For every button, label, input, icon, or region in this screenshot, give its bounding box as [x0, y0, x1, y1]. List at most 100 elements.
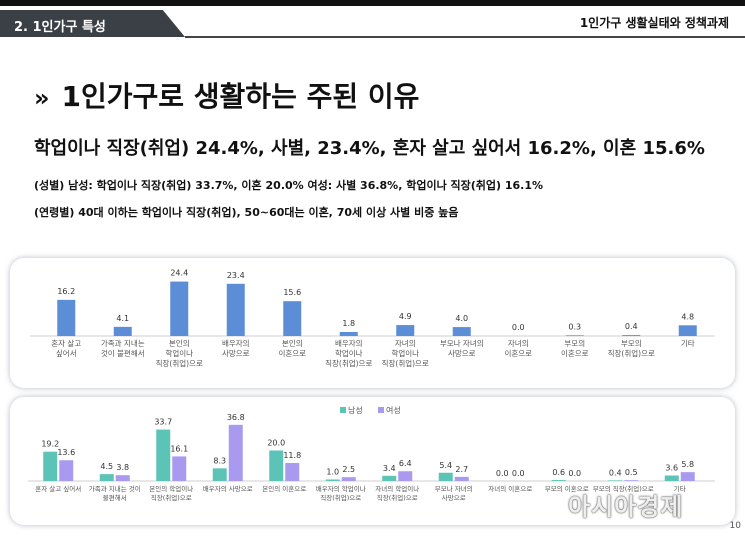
data-label-total: 0.4	[625, 322, 638, 331]
category-label: 배우자의 학업이나	[316, 484, 366, 493]
watermark-logo: 아시아경제	[568, 493, 684, 521]
top-rule	[0, 0, 745, 6]
data-label-male: 0.6	[552, 468, 565, 477]
bar-total	[339, 331, 358, 336]
section-title: 2. 1인가구 특성	[14, 20, 106, 35]
data-label-male: 1.0	[326, 467, 339, 476]
data-label-total: 1.8	[342, 319, 355, 328]
data-label-total: 0.0	[512, 323, 525, 332]
category-label: 직장(취업)으로	[382, 358, 429, 368]
bar-male	[325, 479, 340, 481]
bar-female	[115, 475, 130, 481]
bar-female	[228, 424, 243, 481]
category-label: 본인의 이혼으로	[262, 484, 306, 493]
bar-total	[283, 301, 302, 336]
data-label-female: 2.7	[455, 465, 468, 474]
category-label: 부모의	[564, 338, 585, 348]
slide-subtitle: 학업이나 직장(취업) 24.4%, 사별, 23.4%, 혼자 살고 싶어서 …	[34, 138, 705, 159]
bar-total	[678, 325, 697, 336]
bar-male	[608, 480, 623, 481]
data-label-total: 4.0	[455, 314, 468, 323]
header-rule	[185, 36, 745, 38]
category-label: 이혼으로	[504, 348, 532, 358]
bullet-icon: »	[34, 84, 50, 112]
category-label: 배우자의	[222, 338, 250, 348]
category-label: 것이 불편해서	[101, 348, 145, 358]
bar-male	[99, 474, 114, 481]
category-label: 불편해서	[103, 493, 127, 502]
category-label: 본인의	[169, 338, 190, 348]
data-label-male: 0.0	[496, 469, 509, 478]
gender-chart: 남성 여성 19.213.6 혼자 살고 싶어서 4.5 3.8 가족과 지내는 것이불편해…	[28, 405, 715, 502]
data-label-female: 0.0	[512, 469, 525, 478]
legend-label: 남성	[348, 406, 363, 415]
data-label-total: 24.4	[170, 269, 188, 278]
bar-female	[285, 462, 300, 481]
legend-label: 여성	[386, 405, 401, 415]
category-label: 학업이나	[165, 348, 193, 358]
data-label-total: 4.1	[116, 314, 129, 323]
category-label: 사망으로	[442, 493, 466, 502]
category-label: 혼자 살고	[51, 338, 81, 348]
category-label: 직장(취업)으로	[377, 493, 418, 502]
data-label-male: 3.6	[665, 464, 678, 473]
category-label: 학업이나	[335, 348, 363, 358]
bar-male	[382, 475, 397, 481]
data-label-total: 23.4	[227, 271, 245, 280]
bar-total	[226, 283, 245, 336]
category-label: 기타	[674, 484, 686, 493]
category-label: 혼자 살고 싶어서	[35, 484, 81, 493]
bar-male	[551, 480, 566, 481]
data-label-total: 15.6	[283, 288, 301, 297]
slide-title-text: 1인가구로 생활하는 주된 이유	[61, 80, 420, 113]
data-label-male: 20.0	[267, 438, 285, 447]
data-label-total: 4.8	[681, 312, 694, 321]
report-title: 1인가구 생활실태와 정책과제	[579, 16, 729, 30]
note-age: (연령별) 40대 이하는 학업이나 직장(취업), 50~60대는 이혼, 7…	[34, 206, 459, 219]
legend-swatch	[378, 407, 384, 413]
data-label-male: 3.4	[383, 464, 396, 473]
category-label: 배우자의 사망으로	[203, 484, 253, 493]
page-number: 10	[729, 521, 741, 531]
category-label: 이혼으로	[561, 348, 589, 358]
data-label-male: 0.4	[609, 468, 622, 477]
bar-male	[156, 429, 171, 481]
slide-title: » 1인가구로 생활하는 주된 이유	[34, 75, 419, 115]
data-label-female: 36.8	[227, 413, 245, 422]
category-label: 기타	[681, 339, 695, 348]
bar-female	[454, 476, 469, 481]
bar-total	[565, 335, 584, 336]
category-label: 부모의 직장(취업)으로	[593, 484, 654, 493]
total-chart-panel: 16.2 혼자 살고 싶어서 4.1 가족과 지내는 것이 불편해서 24.4 본인의 학업이나…	[10, 258, 735, 388]
bar-total	[57, 299, 76, 336]
bar-total	[452, 327, 471, 336]
data-label-total: 4.9	[399, 312, 412, 321]
bar-total	[622, 335, 641, 336]
category-label: 가족과 지내는 것이	[89, 484, 141, 493]
bar-male	[43, 451, 58, 481]
bar-male	[664, 475, 679, 481]
data-label-total: 0.3	[568, 322, 581, 331]
bar-total	[396, 325, 415, 336]
data-label-female: 2.5	[342, 465, 355, 474]
category-label: 직장(취업)으로	[325, 358, 372, 368]
data-label-male: 19.2	[41, 440, 59, 449]
bar-male	[269, 450, 284, 481]
category-label: 사망으로	[448, 348, 476, 358]
data-label-female: 16.1	[170, 444, 188, 453]
data-label-total: 16.2	[57, 287, 75, 296]
bar-female	[172, 456, 187, 481]
category-label: 사망으로	[222, 348, 250, 358]
category-label: 이혼으로	[278, 348, 306, 358]
bar-total	[113, 326, 132, 336]
category-label: 가족과 지내는	[101, 339, 145, 348]
category-label: 본인의	[282, 338, 303, 348]
category-label: 학업이나	[391, 348, 419, 358]
bar-male	[438, 472, 453, 481]
data-label-male: 8.3	[213, 456, 226, 465]
category-label: 싶어서	[56, 348, 77, 358]
category-label: 자녀의	[508, 338, 529, 348]
gender-chart-panel: 남성 여성 19.2 13.6 혼자 살고 싶어서 4.5 3.8 가족과 지내는 것이 불편해…	[10, 397, 735, 525]
data-label-male: 5.4	[439, 461, 452, 470]
